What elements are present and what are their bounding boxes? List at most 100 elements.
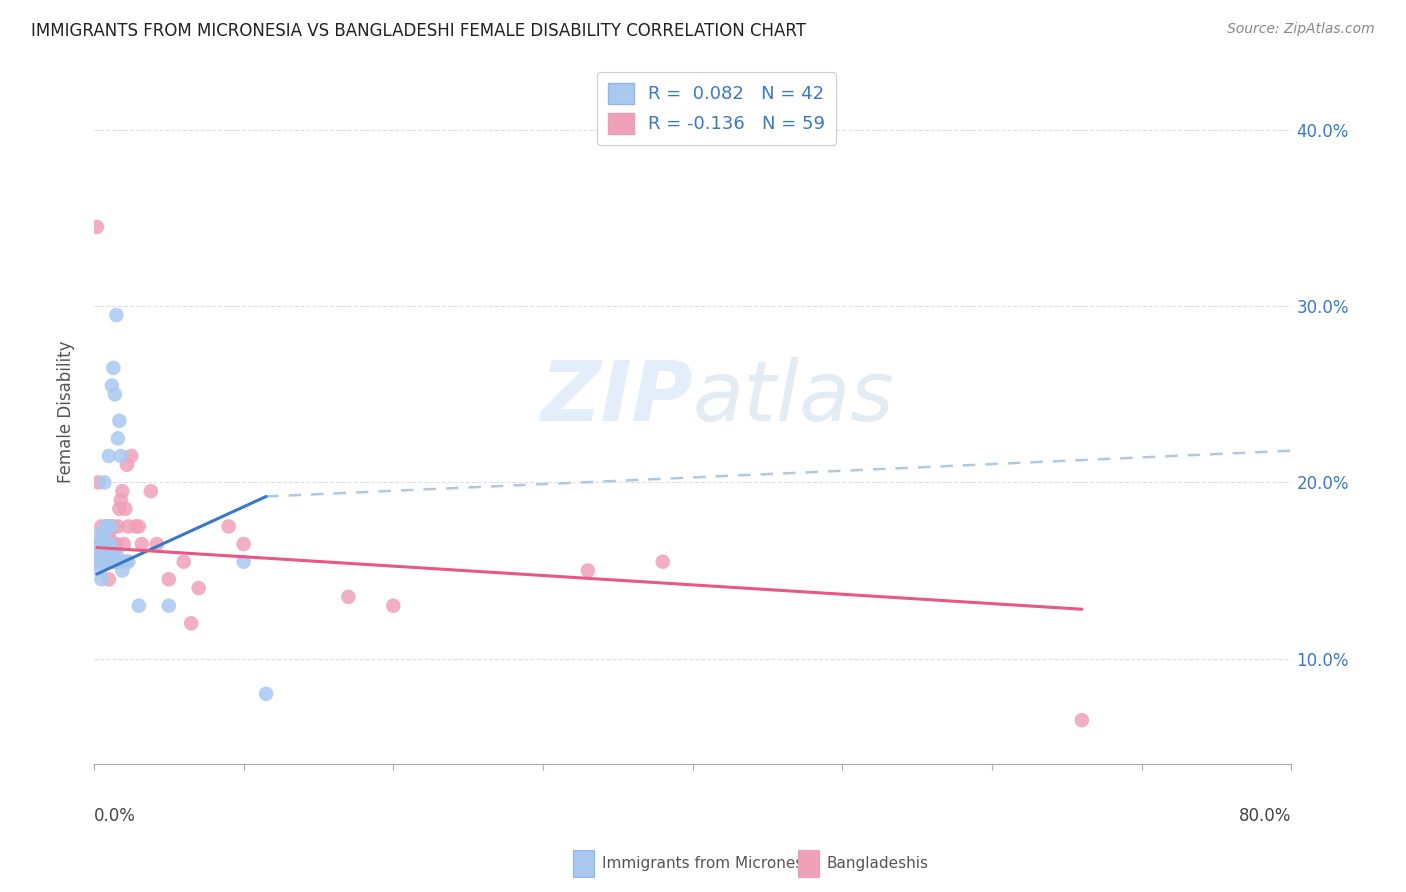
Point — [89, 537, 111, 551]
Point — [110, 449, 132, 463]
Point — [93, 475, 115, 490]
Point — [90, 572, 112, 586]
Point — [91, 555, 114, 569]
Point — [111, 564, 134, 578]
Point — [108, 414, 131, 428]
Point — [108, 501, 131, 516]
Point — [93, 555, 115, 569]
Point — [105, 555, 128, 569]
Point — [91, 528, 114, 542]
Point — [101, 555, 124, 569]
Point — [105, 546, 128, 560]
Text: Immigrants from Micronesia: Immigrants from Micronesia — [602, 856, 817, 871]
Point — [157, 572, 180, 586]
Point — [100, 537, 122, 551]
Point — [100, 537, 122, 551]
Text: 0.0%: 0.0% — [94, 806, 136, 824]
Point — [125, 519, 148, 533]
Point — [111, 484, 134, 499]
Point — [104, 546, 127, 560]
Point — [112, 537, 135, 551]
Point — [1070, 713, 1092, 727]
Point — [86, 555, 108, 569]
Point — [91, 555, 114, 569]
Point — [187, 581, 209, 595]
Point — [94, 546, 117, 560]
Point — [120, 449, 142, 463]
Point — [382, 599, 405, 613]
Point — [254, 687, 277, 701]
Point — [90, 537, 112, 551]
Point — [105, 308, 128, 322]
Point — [173, 555, 195, 569]
Point — [94, 555, 117, 569]
Point — [232, 537, 254, 551]
Point — [103, 555, 125, 569]
Point — [94, 546, 117, 560]
Point — [97, 546, 120, 560]
Point — [101, 546, 124, 560]
Point — [96, 537, 118, 551]
Point — [114, 555, 136, 569]
Point — [107, 431, 129, 445]
Point — [97, 528, 120, 542]
Point — [103, 555, 125, 569]
Text: atlas: atlas — [693, 358, 894, 438]
Point — [232, 555, 254, 569]
Point — [97, 449, 120, 463]
Point — [100, 519, 122, 533]
Point — [103, 519, 125, 533]
Point — [146, 537, 169, 551]
Point — [87, 555, 110, 569]
Point — [101, 378, 124, 392]
Point — [87, 475, 110, 490]
Point — [117, 519, 139, 533]
Point — [90, 519, 112, 533]
Point — [90, 555, 112, 569]
Point — [94, 555, 117, 569]
Point — [157, 599, 180, 613]
Point — [87, 528, 110, 542]
Point — [93, 537, 115, 551]
Point — [115, 458, 138, 472]
Point — [110, 493, 132, 508]
Point — [103, 537, 125, 551]
Point — [89, 555, 111, 569]
Y-axis label: Female Disability: Female Disability — [58, 341, 75, 483]
Point — [89, 537, 111, 551]
Text: Bangladeshis: Bangladeshis — [827, 856, 929, 871]
Text: IMMIGRANTS FROM MICRONESIA VS BANGLADESHI FEMALE DISABILITY CORRELATION CHART: IMMIGRANTS FROM MICRONESIA VS BANGLADESH… — [31, 22, 806, 40]
Point — [97, 572, 120, 586]
Point — [94, 519, 117, 533]
Point — [114, 501, 136, 516]
Point — [93, 546, 115, 560]
Point — [104, 387, 127, 401]
Point — [90, 546, 112, 560]
Point — [93, 555, 115, 569]
Point — [93, 537, 115, 551]
Point — [128, 519, 150, 533]
Point — [105, 537, 128, 551]
Legend: R =  0.082   N = 42, R = -0.136   N = 59: R = 0.082 N = 42, R = -0.136 N = 59 — [598, 72, 835, 145]
Point — [97, 555, 120, 569]
Point — [139, 484, 162, 499]
Point — [103, 360, 125, 375]
Point — [94, 537, 117, 551]
Point — [96, 519, 118, 533]
Point — [128, 599, 150, 613]
Text: ZIP: ZIP — [540, 358, 693, 438]
Point — [89, 564, 111, 578]
Point — [180, 616, 202, 631]
Point — [337, 590, 360, 604]
Point — [86, 219, 108, 234]
Point — [96, 528, 118, 542]
Point — [101, 555, 124, 569]
Point — [651, 555, 673, 569]
Point — [107, 519, 129, 533]
Point — [97, 546, 120, 560]
Point — [131, 537, 153, 551]
Point — [117, 555, 139, 569]
Text: 80.0%: 80.0% — [1239, 806, 1292, 824]
Point — [96, 537, 118, 551]
Point — [112, 555, 135, 569]
